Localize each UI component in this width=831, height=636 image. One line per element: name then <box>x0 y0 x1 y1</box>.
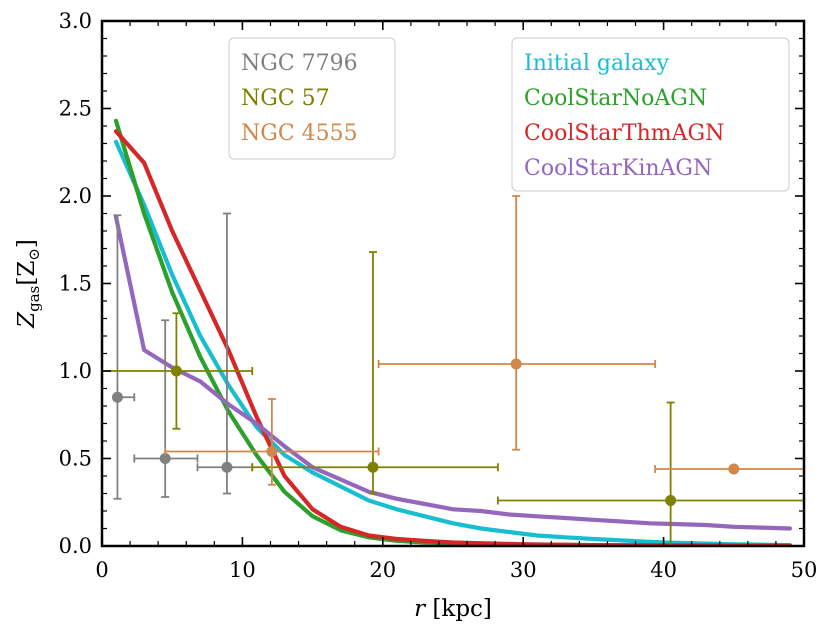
data-point-marker <box>221 461 233 473</box>
observation-ngc-57-point-1 <box>102 312 254 430</box>
data-point-marker <box>111 391 123 403</box>
observation-ngc-4555-point-1 <box>164 398 380 486</box>
y-tick-label: 0.5 <box>59 447 92 471</box>
legend-simulations-entry: Initial galaxy <box>524 51 670 76</box>
data-point-marker <box>266 446 278 457</box>
legends: NGC 7796 NGC 57 NGC 4555 Initial galaxy Cool… <box>228 37 790 192</box>
x-axis-label: r [kpc] <box>414 596 492 622</box>
x-tick-label: 40 <box>650 558 677 582</box>
series-line-initial-galaxy <box>113 139 793 546</box>
observation-ngc-57-point-3 <box>497 401 804 546</box>
axes: 0 10 20 30 40 50 0.0 0.5 1.0 1.5 2.0 2.5 3.0 r [kpc] Z… <box>14 9 817 622</box>
legend-simulations-entry: CoolStarThmAGN <box>524 121 724 146</box>
data-point-marker <box>728 463 740 475</box>
y-tick-label: 1.0 <box>59 359 92 383</box>
y-axis-label-unit-open: [Z <box>14 261 40 286</box>
data-point-marker <box>170 365 182 377</box>
y-axis-label-subscript: gas <box>25 286 43 312</box>
legend-simulations-box <box>511 37 790 192</box>
y-tick-label: 1.5 <box>59 272 92 296</box>
y-tick-label: 3.0 <box>59 9 92 33</box>
x-tick-label: 50 <box>791 558 818 582</box>
x-tick-label: 30 <box>510 558 537 582</box>
x-tick-label: 20 <box>369 558 396 582</box>
legend-simulations: Initial galaxy CoolStarNoAGN CoolStarThmAG… <box>511 37 790 192</box>
y-axis-label-sun-symbol: ⊙ <box>25 248 43 261</box>
series-line-coolstarkinagn <box>113 214 793 531</box>
x-axis-label-variable: r <box>414 596 427 622</box>
data-point-marker <box>510 358 522 370</box>
y-axis-label: Zgas[Z⊙] <box>14 239 43 329</box>
legend-observations-entry: NGC 4555 <box>241 121 358 146</box>
observation-ngc-7796-point-1 <box>111 214 136 500</box>
x-axis-label-unit: [kpc] <box>425 596 492 622</box>
series-line-coolstarthmagn <box>113 129 793 546</box>
legend-observations: NGC 7796 NGC 57 NGC 4555 <box>228 37 396 160</box>
x-tick-label: 0 <box>95 558 108 582</box>
y-tick-label: 2.0 <box>59 184 92 208</box>
y-tick-label: 2.5 <box>59 97 92 121</box>
data-point-marker <box>665 495 677 506</box>
data-point-marker <box>367 461 379 473</box>
legend-observations-box <box>228 37 396 160</box>
y-tick-label: 0.0 <box>59 534 92 558</box>
observation-ngc-4555-point-2 <box>377 195 657 451</box>
legend-simulations-entry: CoolStarKinAGN <box>524 156 712 181</box>
observation-ngc-57-point-2 <box>251 251 499 495</box>
legend-observations-entry: NGC 7796 <box>241 51 358 76</box>
y-axis-label-unit-close: ] <box>14 239 40 248</box>
y-axis-label-variable: Z <box>14 311 40 329</box>
observation-ngc-4555-point-3 <box>654 463 804 475</box>
legend-simulations-entry: CoolStarNoAGN <box>524 86 707 111</box>
legend-observations-entry: NGC 57 <box>241 86 330 111</box>
observation-ngc-7796-point-2 <box>133 319 199 498</box>
x-tick-label: 10 <box>229 558 256 582</box>
data-point-marker <box>159 453 171 464</box>
